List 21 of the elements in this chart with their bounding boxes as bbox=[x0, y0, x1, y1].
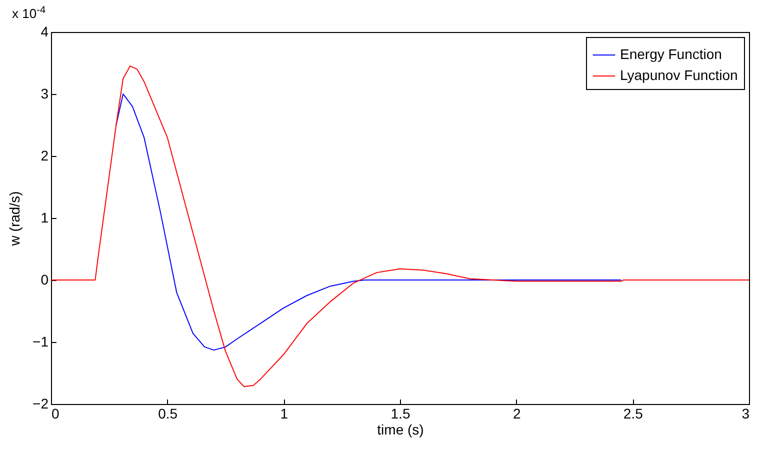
line-series bbox=[116, 94, 622, 351]
y-tick-label: 3 bbox=[40, 86, 49, 102]
y-tick-label: −1 bbox=[32, 334, 49, 350]
legend-label: Lyapunov Function bbox=[620, 67, 738, 83]
legend-label: Energy Function bbox=[620, 46, 722, 62]
x-tick-label: 2.5 bbox=[623, 406, 644, 422]
x-tick-label: 3 bbox=[742, 406, 750, 422]
x-tick-label: 2 bbox=[512, 406, 521, 422]
y-tick-label: 0 bbox=[40, 272, 49, 288]
y-axis-title: w (rad/s) bbox=[6, 191, 23, 247]
y-tick-label: 2 bbox=[40, 148, 49, 164]
line-series bbox=[51, 66, 749, 388]
x-tick-label: 1.5 bbox=[390, 406, 410, 422]
text: x 10$^{-4}$ bbox=[12, 4, 46, 21]
y-tick-label: 1 bbox=[40, 210, 49, 226]
x-tick-label: 1 bbox=[280, 406, 288, 422]
x-tick-label: 0 bbox=[52, 406, 60, 422]
x-axis-title: time (s) bbox=[377, 422, 424, 438]
y-tick-label: 4 bbox=[40, 24, 49, 40]
x-tick-label: 0.5 bbox=[158, 406, 178, 422]
y-tick-label: −2 bbox=[32, 396, 49, 412]
